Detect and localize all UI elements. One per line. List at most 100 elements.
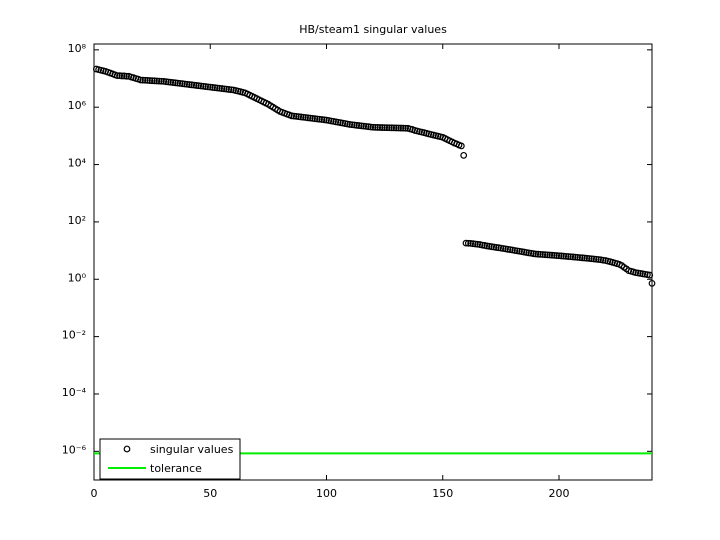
data-point: [320, 116, 328, 124]
data-point: [543, 251, 551, 259]
data-point: [206, 83, 214, 91]
legend-marker: [123, 445, 131, 453]
data-point: [185, 81, 193, 88]
data-point: [213, 84, 221, 92]
data-point: [297, 113, 305, 121]
data-point: [537, 250, 544, 258]
data-point: [541, 251, 549, 259]
data-point: [123, 72, 130, 80]
data-point: [460, 151, 468, 159]
data-point: [569, 253, 577, 261]
data-point: [364, 123, 372, 131]
data-point: [464, 239, 472, 247]
data-point: [223, 85, 230, 93]
data-point: [302, 114, 309, 121]
data-point: [469, 240, 477, 248]
x-tick-label: 150: [432, 487, 453, 500]
data-point: [116, 72, 123, 80]
data-point: [581, 254, 588, 262]
data-point: [192, 82, 200, 89]
data-point: [395, 124, 402, 132]
data-point: [585, 255, 593, 262]
data-point: [113, 72, 121, 80]
data-point: [550, 251, 558, 259]
y-tick-label: 10⁰: [68, 271, 87, 284]
y-tick-label: 10⁻⁴: [62, 386, 87, 399]
data-point: [378, 124, 386, 131]
data-point: [353, 121, 361, 129]
data-point: [576, 254, 584, 261]
data-point: [402, 124, 409, 132]
data-point: [195, 82, 203, 90]
legend-label: singular values: [150, 443, 234, 456]
y-tick-label: 10⁻⁶: [62, 443, 87, 456]
data-point: [548, 251, 556, 259]
plot-area: [93, 43, 653, 481]
legend-box: [99, 438, 241, 480]
data-point: [399, 124, 407, 132]
data-point: [199, 82, 207, 90]
data-point: [348, 121, 356, 129]
data-point: [539, 251, 547, 258]
data-point: [309, 115, 316, 122]
data-point: [139, 76, 147, 84]
chart-title: HB/steam1 singular values: [299, 23, 447, 36]
data-point: [592, 255, 600, 263]
data-point: [295, 113, 303, 121]
data-point: [376, 124, 384, 131]
data-point: [290, 112, 298, 120]
data-point: [567, 253, 575, 261]
data-point: [216, 84, 223, 92]
data-point: [367, 123, 375, 131]
data-point: [553, 252, 561, 259]
data-point: [160, 78, 168, 85]
data-point: [369, 123, 377, 131]
data-point: [474, 240, 482, 248]
data-point: [188, 81, 196, 89]
data-point: [225, 86, 233, 93]
data-point: [471, 240, 479, 248]
data-point: [360, 122, 368, 130]
data-point: [174, 79, 182, 87]
data-point: [299, 113, 307, 121]
data-point: [197, 82, 205, 90]
data-point: [306, 114, 314, 122]
x-tick-label: 100: [316, 487, 337, 500]
data-point: [646, 271, 654, 279]
data-point: [381, 124, 389, 132]
data-point: [137, 76, 144, 84]
data-point: [304, 114, 312, 122]
data-point: [209, 84, 216, 91]
x-tick-label: 50: [203, 487, 217, 500]
data-point: [574, 253, 581, 261]
y-tick-label: 10⁶: [68, 99, 87, 112]
data-point: [383, 124, 391, 132]
data-point: [181, 80, 189, 88]
data-point: [385, 124, 393, 132]
data-point: [158, 77, 165, 85]
data-point: [564, 253, 572, 260]
y-tick-label: 10⁴: [68, 157, 87, 170]
legend-label: tolerance: [150, 462, 202, 475]
data-point: [532, 250, 540, 258]
data-point: [318, 116, 326, 123]
data-point: [583, 254, 591, 262]
data-point: [588, 255, 595, 263]
data-point: [525, 249, 533, 257]
x-tick-label: 0: [91, 487, 98, 500]
data-point: [560, 252, 568, 260]
data-point: [346, 121, 354, 128]
data-point: [176, 80, 184, 87]
data-point: [392, 124, 400, 132]
data-point: [648, 279, 656, 287]
data-point: [288, 112, 296, 120]
data-point: [492, 244, 500, 251]
data-point: [202, 83, 210, 90]
data-point: [371, 123, 379, 131]
y-tick-label: 10⁻²: [62, 329, 86, 342]
data-point: [190, 81, 198, 89]
data-point: [397, 124, 405, 132]
data-point: [571, 253, 579, 261]
data-point: [362, 123, 370, 130]
